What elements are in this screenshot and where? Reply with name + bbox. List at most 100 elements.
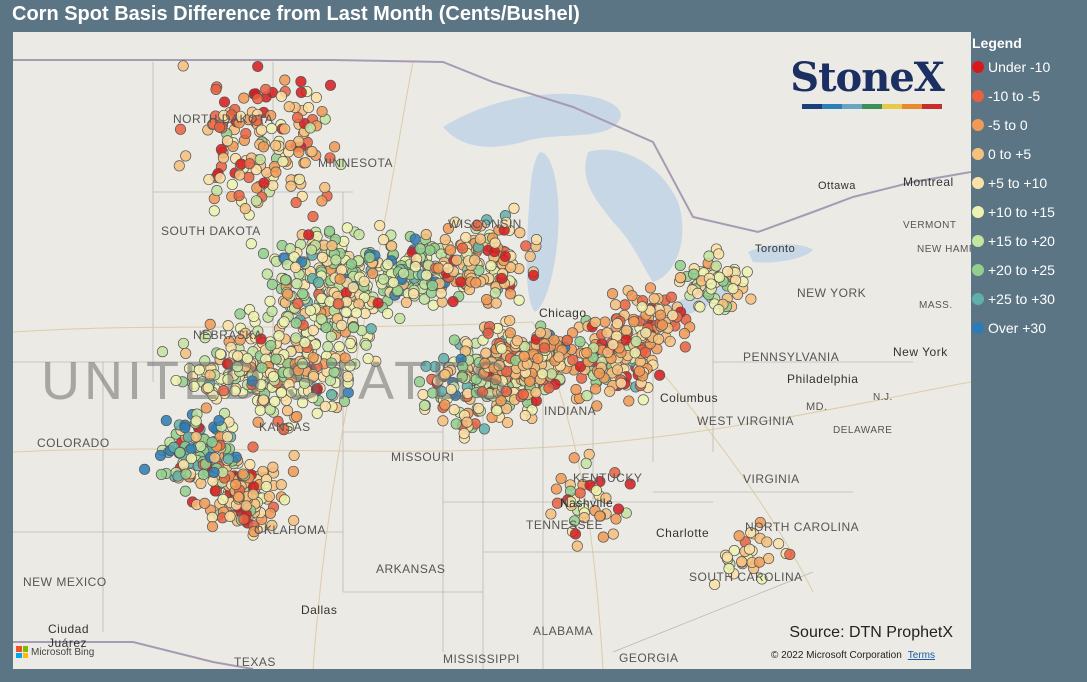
basis-point-marker[interactable] bbox=[517, 388, 529, 400]
basis-point-marker[interactable] bbox=[590, 484, 603, 497]
basis-point-marker[interactable] bbox=[745, 293, 757, 305]
basis-point-marker[interactable] bbox=[233, 491, 245, 503]
basis-point-marker[interactable] bbox=[291, 411, 303, 423]
basis-point-marker[interactable] bbox=[336, 264, 348, 276]
basis-point-marker[interactable] bbox=[569, 528, 582, 540]
basis-point-marker[interactable] bbox=[664, 335, 676, 347]
basis-point-marker[interactable] bbox=[640, 327, 652, 339]
basis-point-marker[interactable] bbox=[347, 322, 359, 334]
basis-point-marker[interactable] bbox=[297, 288, 309, 300]
basis-point-marker[interactable] bbox=[234, 334, 246, 346]
basis-point-marker[interactable] bbox=[413, 376, 426, 388]
basis-point-marker[interactable] bbox=[243, 158, 256, 170]
basis-point-marker[interactable] bbox=[382, 308, 394, 320]
basis-point-marker[interactable] bbox=[263, 490, 275, 503]
basis-point-marker[interactable] bbox=[534, 327, 546, 339]
map-svg[interactable] bbox=[13, 32, 971, 669]
basis-point-marker[interactable] bbox=[217, 493, 229, 505]
basis-point-marker[interactable] bbox=[341, 222, 353, 234]
basis-point-marker[interactable] bbox=[500, 216, 512, 228]
basis-point-marker[interactable] bbox=[611, 364, 624, 376]
basis-point-marker[interactable] bbox=[266, 305, 278, 317]
basis-point-marker[interactable] bbox=[290, 197, 302, 209]
basis-point-marker[interactable] bbox=[504, 327, 516, 339]
basis-point-marker[interactable] bbox=[326, 389, 338, 401]
basis-point-marker[interactable] bbox=[273, 330, 285, 342]
basis-point-marker[interactable] bbox=[639, 346, 652, 359]
basis-point-marker[interactable] bbox=[532, 352, 544, 364]
basis-point-marker[interactable] bbox=[265, 109, 277, 122]
basis-point-marker[interactable] bbox=[367, 267, 379, 279]
basis-point-marker[interactable] bbox=[221, 358, 234, 370]
basis-point-marker[interactable] bbox=[307, 351, 319, 364]
basis-point-marker[interactable] bbox=[284, 139, 297, 151]
basis-point-marker[interactable] bbox=[493, 360, 505, 372]
basis-point-marker[interactable] bbox=[524, 250, 536, 262]
basis-point-marker[interactable] bbox=[245, 238, 257, 250]
basis-point-marker[interactable] bbox=[317, 251, 329, 263]
basis-point-marker[interactable] bbox=[229, 385, 241, 397]
basis-point-marker[interactable] bbox=[307, 370, 320, 383]
basis-point-marker[interactable] bbox=[722, 266, 734, 278]
basis-point-marker[interactable] bbox=[674, 259, 686, 272]
basis-point-marker[interactable] bbox=[256, 124, 268, 136]
basis-point-marker[interactable] bbox=[439, 369, 451, 381]
basis-point-marker[interactable] bbox=[504, 288, 516, 300]
basis-point-marker[interactable] bbox=[612, 503, 625, 515]
basis-point-marker[interactable] bbox=[636, 301, 648, 313]
map-canvas[interactable]: UNITED STATES NORTH DAKOTA SOUTH DAKOTA … bbox=[13, 32, 971, 669]
legend-item[interactable]: +25 to +30 bbox=[972, 288, 1055, 310]
basis-point-marker[interactable] bbox=[713, 271, 726, 283]
basis-point-marker[interactable] bbox=[185, 452, 197, 464]
basis-point-marker[interactable] bbox=[305, 244, 318, 256]
basis-point-marker[interactable] bbox=[424, 244, 436, 256]
basis-point-marker[interactable] bbox=[574, 361, 587, 373]
basis-point-marker[interactable] bbox=[222, 453, 235, 465]
basis-point-marker[interactable] bbox=[279, 274, 292, 286]
basis-point-marker[interactable] bbox=[763, 553, 775, 565]
basis-point-marker[interactable] bbox=[624, 478, 636, 490]
basis-point-marker[interactable] bbox=[257, 394, 269, 406]
basis-point-marker[interactable] bbox=[293, 173, 306, 185]
basis-point-marker[interactable] bbox=[264, 507, 277, 519]
basis-point-marker[interactable] bbox=[210, 83, 222, 95]
basis-point-marker[interactable] bbox=[230, 479, 242, 491]
basis-point-marker[interactable] bbox=[199, 332, 211, 344]
basis-point-marker[interactable] bbox=[288, 514, 300, 527]
basis-point-marker[interactable] bbox=[241, 352, 253, 365]
basis-point-marker[interactable] bbox=[292, 298, 304, 310]
basis-point-marker[interactable] bbox=[619, 299, 631, 311]
basis-point-marker[interactable] bbox=[252, 416, 264, 428]
basis-point-marker[interactable] bbox=[239, 203, 251, 215]
basis-point-marker[interactable] bbox=[204, 369, 216, 381]
basis-point-marker[interactable] bbox=[364, 251, 376, 263]
basis-point-marker[interactable] bbox=[754, 516, 766, 528]
basis-point-marker[interactable] bbox=[478, 423, 490, 435]
basis-point-marker[interactable] bbox=[206, 436, 218, 448]
basis-point-marker[interactable] bbox=[260, 83, 272, 95]
basis-point-marker[interactable] bbox=[295, 76, 307, 88]
basis-point-marker[interactable] bbox=[275, 90, 287, 102]
basis-point-marker[interactable] bbox=[548, 334, 560, 346]
basis-point-marker[interactable] bbox=[360, 339, 372, 351]
basis-point-marker[interactable] bbox=[234, 308, 246, 320]
basis-point-marker[interactable] bbox=[432, 262, 445, 274]
basis-point-marker[interactable] bbox=[261, 268, 273, 280]
basis-point-marker[interactable] bbox=[287, 465, 299, 477]
basis-point-marker[interactable] bbox=[536, 368, 549, 380]
basis-point-marker[interactable] bbox=[154, 449, 167, 461]
basis-point-marker[interactable] bbox=[264, 295, 276, 307]
basis-point-marker[interactable] bbox=[511, 335, 523, 347]
basis-point-marker[interactable] bbox=[518, 350, 530, 362]
basis-point-marker[interactable] bbox=[275, 387, 287, 399]
basis-point-marker[interactable] bbox=[457, 242, 469, 254]
basis-point-marker[interactable] bbox=[333, 341, 345, 353]
basis-point-marker[interactable] bbox=[637, 394, 649, 406]
basis-point-marker[interactable] bbox=[282, 288, 294, 300]
basis-point-marker[interactable] bbox=[626, 290, 638, 302]
basis-point-marker[interactable] bbox=[325, 330, 337, 342]
basis-point-marker[interactable] bbox=[756, 573, 768, 585]
basis-point-marker[interactable] bbox=[489, 237, 501, 249]
basis-point-marker[interactable] bbox=[600, 492, 612, 504]
basis-point-marker[interactable] bbox=[202, 382, 214, 394]
